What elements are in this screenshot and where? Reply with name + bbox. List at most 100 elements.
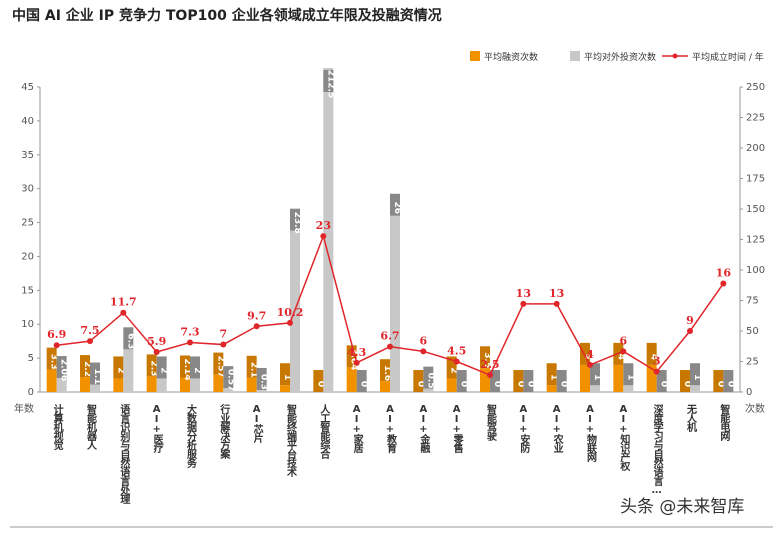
bar-label: 0 xyxy=(415,381,425,387)
bar-label-bg xyxy=(490,370,500,392)
line-point xyxy=(587,361,593,368)
line-point xyxy=(53,342,60,349)
bar xyxy=(546,385,557,392)
y-tick-label: 5 xyxy=(28,353,34,364)
line-point xyxy=(620,348,627,355)
line-point xyxy=(320,233,327,240)
bar-label: 0 xyxy=(659,381,669,387)
bar xyxy=(90,384,100,392)
bar-label-bg xyxy=(423,366,434,389)
y2-tick-label: 50 xyxy=(746,326,759,337)
y2-tick-label: 25 xyxy=(746,357,759,368)
bar-label: 3.5 xyxy=(482,352,492,368)
line-point xyxy=(87,338,93,345)
bar-label-bg xyxy=(80,355,90,378)
bar-label: 0 xyxy=(682,381,692,387)
bar-label: 0 xyxy=(559,381,569,387)
bar-label: 0 xyxy=(725,381,735,387)
bar xyxy=(180,377,190,392)
line-label: 6 xyxy=(620,334,628,347)
bar-label: 0 xyxy=(315,381,325,387)
bar-label: 2 xyxy=(159,367,169,373)
line-label: 4 xyxy=(586,348,594,361)
line-point xyxy=(387,343,393,350)
bar-label-bg xyxy=(680,370,690,392)
bar-label-bg xyxy=(280,363,290,386)
bar-label-bg xyxy=(623,363,634,386)
bar-label: 0.3 xyxy=(259,374,269,390)
bar xyxy=(190,378,200,392)
line-point xyxy=(487,372,493,379)
bar-label-bg xyxy=(313,370,324,392)
bar-label-bg xyxy=(523,370,534,392)
x-tick-label: AI+家居 xyxy=(351,404,363,454)
bar-label: 1 xyxy=(625,374,635,380)
y-tick-label: 25 xyxy=(21,218,34,229)
bar-label-bg xyxy=(690,363,700,386)
line-point xyxy=(720,280,727,287)
line-label: 6.9 xyxy=(47,328,66,341)
line-point xyxy=(353,359,360,366)
x-tick-label: AI+医疗 xyxy=(151,404,163,454)
bar-label: 2.3 xyxy=(149,360,159,376)
bar xyxy=(480,368,490,392)
bar-label: 1 xyxy=(549,374,559,380)
y2-axis-label: 次数 xyxy=(745,402,765,415)
legend-swatch xyxy=(470,51,480,61)
line-label: 9.7 xyxy=(247,309,266,322)
bar xyxy=(323,68,334,392)
x-tick-label: 计算机视觉 xyxy=(51,403,64,451)
legend-label: 平均对外投资次数 xyxy=(584,51,656,63)
bar-label: 0 xyxy=(525,381,535,387)
bar-label-bg xyxy=(213,352,224,375)
line-point xyxy=(420,348,427,355)
y-tick-label: 45 xyxy=(21,82,34,93)
bar-label-bg xyxy=(156,356,167,379)
x-tick-label: 智能终端平台技术 xyxy=(285,403,298,478)
bar-label-bg xyxy=(90,362,100,385)
bar-label-bg xyxy=(590,363,600,386)
bar xyxy=(646,364,657,392)
y2-tick-label: 75 xyxy=(746,296,759,307)
y2-tick-label: 0 xyxy=(746,387,752,398)
watermark: 头条 @未来智库 xyxy=(620,497,744,517)
line-point xyxy=(187,339,193,346)
bar-label-bg xyxy=(123,327,134,350)
x-tick-label: AI+金融 xyxy=(418,404,431,454)
x-tick-label: AI+物联网 xyxy=(585,404,597,463)
bar-label-bg xyxy=(556,370,567,392)
bar-label-bg xyxy=(223,366,234,389)
bar-label: 0 xyxy=(359,381,369,387)
bar xyxy=(46,369,57,392)
bar-label: 2.06 xyxy=(59,359,69,381)
line-point xyxy=(687,328,693,334)
bar-label: 0.5 xyxy=(425,373,435,389)
bar-label-bg xyxy=(456,370,467,392)
bar xyxy=(580,364,590,392)
bar-label-bg xyxy=(290,208,300,231)
bar-label-bg xyxy=(646,342,657,365)
legend-label: 平均成立时间 / 年 xyxy=(692,51,764,63)
line-label: 16 xyxy=(716,267,732,280)
bar-label-bg xyxy=(546,363,557,386)
bar-label: 26 xyxy=(392,202,402,215)
bar-label: 3.64 xyxy=(349,348,359,370)
bar-label-bg xyxy=(723,370,734,392)
bar-label: 4 xyxy=(649,354,659,360)
line-point xyxy=(220,341,227,348)
bar-label-bg xyxy=(346,345,357,368)
line-label: 10.2 xyxy=(277,306,304,319)
line-label: 7.3 xyxy=(180,326,199,339)
bar-label: 0 xyxy=(515,381,525,387)
line-label: 5.9 xyxy=(147,335,166,348)
bar xyxy=(590,385,600,392)
bar-label: 212.5 xyxy=(325,70,335,98)
bar-label: 4 xyxy=(582,354,592,360)
line-label: 9 xyxy=(686,314,694,327)
bar-label-bg xyxy=(180,355,190,378)
bar-label-bg xyxy=(323,70,334,92)
x-tick-label: AI+教育 xyxy=(385,404,398,454)
bar xyxy=(380,381,390,392)
y-tick-label: 20 xyxy=(21,251,34,262)
bar xyxy=(280,385,290,392)
